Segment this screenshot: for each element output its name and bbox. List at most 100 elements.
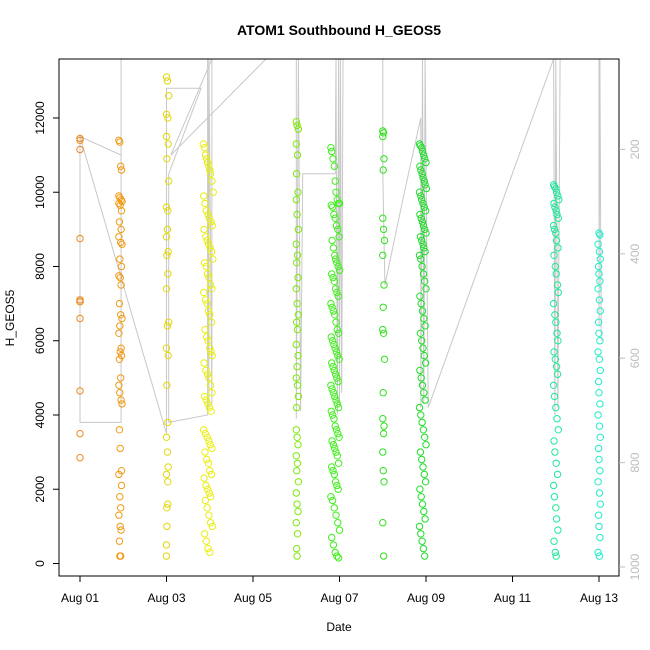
data-point <box>163 155 171 163</box>
data-point <box>205 273 213 282</box>
data-point <box>162 73 171 81</box>
data-point <box>327 333 335 341</box>
data-point <box>550 225 559 234</box>
data-point <box>334 429 342 438</box>
data-point <box>594 240 602 248</box>
data-point <box>327 493 335 501</box>
data-point <box>550 199 558 208</box>
data-point <box>118 400 126 408</box>
data-point <box>417 192 425 200</box>
series-8 <box>379 127 389 560</box>
data-point <box>293 151 302 159</box>
data-point <box>76 387 84 395</box>
data-point <box>204 459 213 467</box>
data-point <box>293 251 302 260</box>
data-point <box>117 481 126 490</box>
data-point <box>554 244 562 252</box>
data-point <box>416 448 425 456</box>
data-point <box>117 281 125 289</box>
data-point <box>550 392 559 401</box>
series-2 <box>115 470 126 560</box>
y-axis: 0 2000 4000 6000 8000 10000 12000 <box>33 101 59 567</box>
data-point <box>206 166 214 174</box>
data-point <box>201 448 209 456</box>
data-point <box>552 459 560 467</box>
data-point <box>331 370 340 378</box>
data-point <box>292 118 300 126</box>
data-point <box>330 162 338 170</box>
data-point <box>331 478 340 486</box>
data-point <box>292 285 300 293</box>
data-point <box>293 433 301 441</box>
data-point <box>416 366 424 375</box>
series-10 <box>549 181 563 560</box>
data-point <box>333 259 341 267</box>
data-point <box>595 389 603 397</box>
data-point <box>115 537 124 545</box>
series-5 <box>199 140 217 557</box>
data-point <box>116 194 124 202</box>
data-point <box>164 207 172 215</box>
data-point <box>163 251 171 260</box>
data-point <box>294 351 302 360</box>
data-point <box>293 318 301 326</box>
data-point <box>292 196 300 204</box>
data-point <box>550 493 559 501</box>
data-point <box>293 552 301 560</box>
data-point <box>552 403 560 412</box>
data-point <box>379 303 387 311</box>
data-point <box>416 485 424 493</box>
data-point <box>550 348 558 356</box>
data-point <box>549 481 558 490</box>
data-point <box>205 489 214 497</box>
data-point <box>328 385 336 393</box>
data-point <box>551 311 559 319</box>
data-point <box>331 255 340 263</box>
data-point <box>202 366 210 375</box>
data-point <box>422 285 430 293</box>
data-point <box>552 552 560 560</box>
data-point <box>293 403 301 412</box>
data-point <box>550 437 558 445</box>
data-point <box>417 299 425 308</box>
data-point <box>115 329 123 337</box>
data-point <box>417 493 425 501</box>
data-point <box>201 325 209 334</box>
data-point <box>327 144 335 152</box>
data-point <box>334 377 342 386</box>
data-point <box>207 218 215 226</box>
data-point <box>595 329 603 337</box>
data-point <box>115 272 123 280</box>
data-point <box>208 444 216 453</box>
data-point <box>379 467 387 475</box>
data-point <box>293 500 301 508</box>
data-point <box>329 389 338 397</box>
data-point <box>207 348 215 356</box>
data-point <box>421 155 429 163</box>
data-point <box>331 548 339 557</box>
data-point <box>202 233 210 241</box>
data-point <box>596 467 604 475</box>
x-tick-label: Aug 01 <box>61 591 99 605</box>
data-point <box>328 463 336 471</box>
data-point <box>422 184 431 193</box>
data-point <box>116 138 124 146</box>
data-point <box>115 381 123 389</box>
data-point <box>164 114 172 122</box>
data-point <box>379 325 387 334</box>
data-point <box>379 415 387 423</box>
data-point <box>328 203 337 211</box>
data-point <box>379 429 388 438</box>
data-point <box>294 225 303 234</box>
data-point <box>163 448 172 456</box>
data-point <box>552 229 560 237</box>
data-point <box>596 433 604 441</box>
data-point <box>204 337 212 345</box>
data-point <box>76 454 84 462</box>
data-point <box>117 396 125 404</box>
data-point <box>115 470 123 479</box>
data-point <box>554 288 562 297</box>
data-point <box>293 381 302 389</box>
data-point <box>554 214 562 222</box>
data-point <box>162 344 171 352</box>
